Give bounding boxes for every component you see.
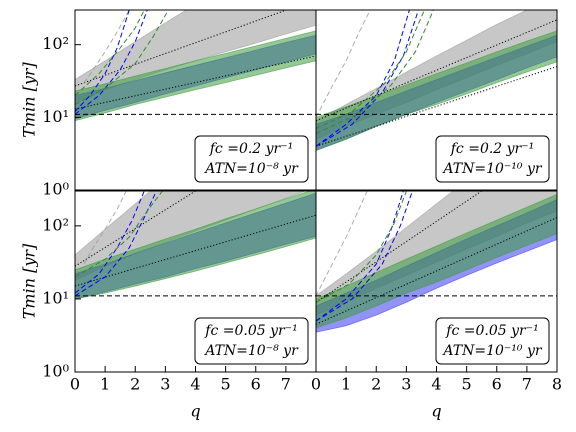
dashed-line bbox=[75, 10, 148, 115]
dashed-line bbox=[316, 10, 434, 134]
x-tick-label: 2 bbox=[130, 375, 140, 394]
dotted-line bbox=[75, 214, 316, 287]
annotation-text: ATN=10⁻¹⁰ yr bbox=[441, 343, 542, 359]
dashed-line bbox=[316, 191, 413, 322]
dotted-line bbox=[316, 217, 557, 325]
x-tick-label: 1 bbox=[341, 375, 351, 394]
dashed-line bbox=[316, 191, 404, 322]
x-tick-label: 6 bbox=[251, 375, 261, 394]
x-tick-label: 8 bbox=[552, 375, 562, 394]
dashed-line bbox=[316, 191, 368, 297]
annotation-text: fc =0.2 yr⁻¹ bbox=[450, 141, 535, 157]
x-tick-label: 0 bbox=[70, 375, 80, 394]
y-tick-label: 10¹ bbox=[42, 288, 69, 307]
x-tick-label: 4 bbox=[431, 375, 441, 394]
plot-area bbox=[75, 191, 316, 300]
dotted-line bbox=[316, 19, 557, 122]
y-tick-label: 10¹ bbox=[42, 107, 69, 126]
annotation-text: ATN=10⁻¹⁰ yr bbox=[441, 161, 542, 177]
x-tick-label: 7 bbox=[522, 375, 532, 394]
plot-area bbox=[316, 10, 557, 151]
y-axis-label: Tmin [yr] bbox=[20, 61, 39, 137]
dashed-line bbox=[316, 10, 410, 147]
annotation-box bbox=[194, 317, 309, 365]
dashed-line bbox=[75, 191, 163, 278]
x-axis-label: q bbox=[190, 402, 200, 421]
x-tick-label: 4 bbox=[190, 375, 200, 394]
dashed-line bbox=[83, 10, 130, 83]
x-tick-label: 6 bbox=[492, 375, 502, 394]
plot-area bbox=[75, 10, 316, 122]
band bbox=[316, 30, 557, 151]
dashed-line bbox=[75, 10, 169, 105]
annotation-box bbox=[194, 135, 309, 183]
annotation-box bbox=[435, 317, 550, 365]
x-tick-label: 5 bbox=[462, 375, 472, 394]
dashed-line bbox=[75, 10, 130, 112]
annotation-text: fc =0.2 yr⁻¹ bbox=[209, 141, 294, 157]
dashed-line bbox=[316, 10, 425, 130]
plot-area bbox=[316, 191, 557, 333]
y-axis-label: Tmin [yr] bbox=[20, 243, 39, 319]
x-tick-label: 2 bbox=[371, 375, 381, 394]
x-tick-label: 3 bbox=[160, 375, 170, 394]
band bbox=[75, 191, 316, 300]
annotation-text: fc =0.05 yr⁻¹ bbox=[445, 323, 538, 339]
annotation-box bbox=[435, 135, 550, 183]
dotted-line bbox=[75, 191, 196, 267]
dotted-line bbox=[316, 191, 482, 303]
dashed-line bbox=[75, 191, 157, 297]
x-tick-label: 1 bbox=[100, 375, 110, 394]
y-tick-label: 10⁰ bbox=[42, 362, 69, 381]
dashed-line bbox=[75, 10, 145, 96]
x-tick-label: 7 bbox=[281, 375, 291, 394]
x-tick-label: 5 bbox=[221, 375, 231, 394]
annotation-text: fc =0.05 yr⁻¹ bbox=[204, 323, 297, 339]
annotation-text: ATN=10⁻⁸ yr bbox=[203, 161, 299, 177]
y-tick-label: 10² bbox=[42, 215, 69, 234]
y-tick-label: 10⁰ bbox=[42, 180, 69, 199]
x-axis-label: q bbox=[431, 402, 441, 421]
axes-frame bbox=[315, 9, 558, 191]
dashed-line bbox=[316, 10, 371, 118]
dashed-line bbox=[75, 191, 145, 294]
dashed-line bbox=[316, 10, 419, 147]
annotation-text: ATN=10⁻⁸ yr bbox=[203, 343, 299, 359]
x-tick-label: 0 bbox=[311, 375, 321, 394]
band bbox=[75, 30, 316, 122]
y-tick-label: 10² bbox=[42, 34, 69, 53]
dotted-line bbox=[75, 55, 316, 110]
x-tick-label: 3 bbox=[401, 375, 411, 394]
band bbox=[316, 193, 557, 329]
dashed-line bbox=[316, 191, 407, 303]
dashed-line bbox=[83, 191, 127, 265]
dotted-line bbox=[75, 10, 288, 87]
dotted-line bbox=[316, 66, 557, 147]
